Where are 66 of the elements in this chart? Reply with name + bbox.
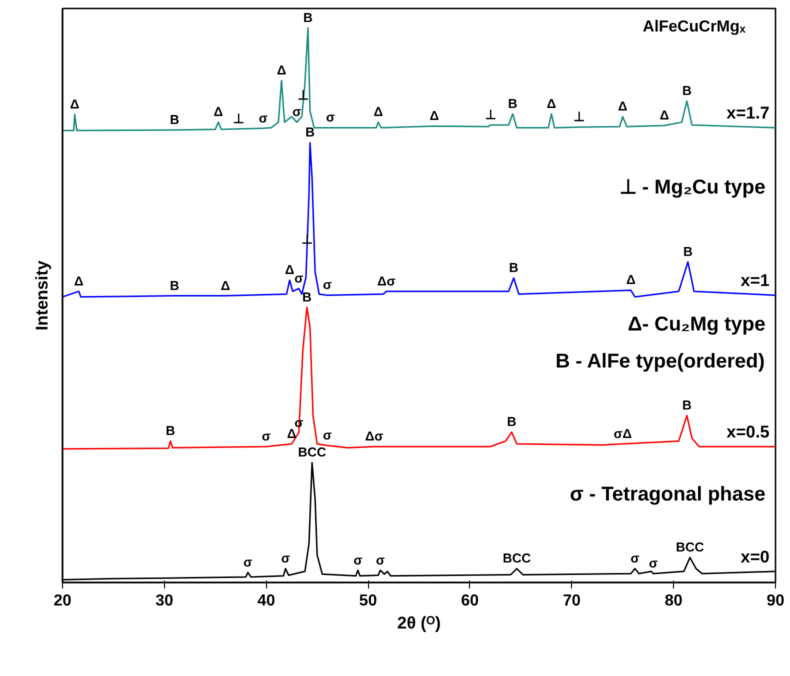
annotation: Δ — [70, 96, 80, 112]
annotation: Δ — [287, 426, 296, 441]
annotation: Δ — [214, 104, 224, 120]
series-label: x=0.5 — [726, 422, 770, 442]
annotation: σ — [322, 428, 332, 443]
annotation: σΔ — [614, 426, 632, 441]
annotation: B — [506, 414, 516, 430]
annotation: σ — [376, 552, 385, 568]
annotation: AlFeCuCrMgₓ — [642, 18, 746, 36]
annotation: Δ — [276, 62, 286, 78]
annotation: Δ — [374, 104, 383, 120]
annotation: BCC — [298, 444, 327, 460]
annotation: Δ — [284, 262, 294, 278]
annotation: B — [166, 423, 176, 438]
annotation: BCC — [676, 540, 705, 555]
annotation: σ — [322, 277, 332, 292]
annotation: Δ — [74, 273, 84, 288]
x-tick-label: 90 — [766, 592, 784, 610]
annotation: σ — [326, 110, 335, 125]
annotation: Δσ — [377, 273, 396, 288]
annotation: σ — [281, 550, 290, 566]
x-tick-label: 40 — [257, 592, 276, 610]
annotation: BCC — [502, 550, 532, 566]
annotation: B — [302, 289, 312, 304]
annotation: B — [305, 124, 315, 140]
x-tick-label: 50 — [359, 592, 378, 610]
annotation: Δ — [626, 272, 636, 288]
annotation: ⊥ — [233, 110, 244, 126]
annotation: σ — [262, 428, 271, 444]
annotation: Δ — [546, 96, 556, 111]
annotation: Δ — [430, 108, 439, 124]
annotation: Δ — [618, 98, 628, 114]
annotation: Δ — [220, 278, 230, 293]
annotation: B — [170, 278, 180, 293]
x-tick-label: 70 — [562, 592, 581, 610]
y-axis-title: Intensity — [32, 260, 52, 330]
annotation: σ — [258, 110, 268, 126]
annotation: Δσ — [365, 428, 384, 444]
annotation: B — [683, 244, 693, 259]
annotation: B — [682, 83, 692, 98]
annotation: σ — [353, 552, 362, 568]
annotation: B - AlFe type(ordered) — [555, 350, 765, 372]
annotation: B — [509, 260, 518, 276]
x-axis-title: 2θ (ᴼ) — [397, 614, 441, 632]
annotation: σ — [648, 556, 658, 571]
annotation: B — [303, 10, 313, 25]
series-label: x=1.7 — [726, 104, 770, 123]
series-label: x=0 — [740, 547, 770, 566]
x-tick-label: 80 — [664, 592, 683, 610]
annotation: σ — [630, 550, 640, 566]
annotation: Δ- Cu₂Mg type — [628, 314, 766, 336]
annotation: σ - Tetragonal phase — [570, 484, 766, 506]
annotation: σ — [294, 270, 304, 286]
x-tick-label: 20 — [54, 592, 72, 610]
series-label: x=1 — [740, 271, 770, 290]
annotation: σ — [292, 104, 302, 120]
annotation: ⊥ — [573, 109, 584, 124]
annotation: ⊥ - Mg₂Cu type — [620, 176, 766, 198]
annotation: B — [508, 96, 518, 111]
x-tick-label: 30 — [155, 592, 174, 610]
annotation: Δ — [660, 108, 670, 123]
annotation: ⊥ — [484, 106, 496, 122]
annotation: σ — [243, 554, 252, 570]
x-tick-label: 60 — [461, 592, 479, 610]
annotation: B — [170, 112, 180, 127]
annotation: B — [682, 398, 692, 413]
